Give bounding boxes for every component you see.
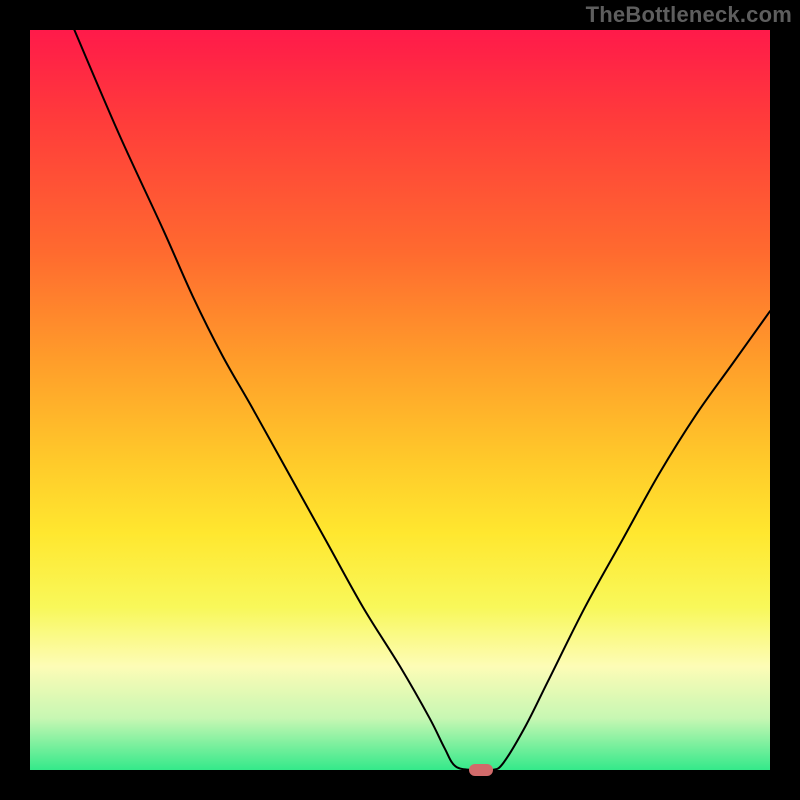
optimal-point-marker: [469, 764, 493, 776]
watermark-text: TheBottleneck.com: [586, 2, 792, 28]
chart-container: TheBottleneck.com: [0, 0, 800, 800]
plot-background-gradient: [30, 30, 770, 770]
